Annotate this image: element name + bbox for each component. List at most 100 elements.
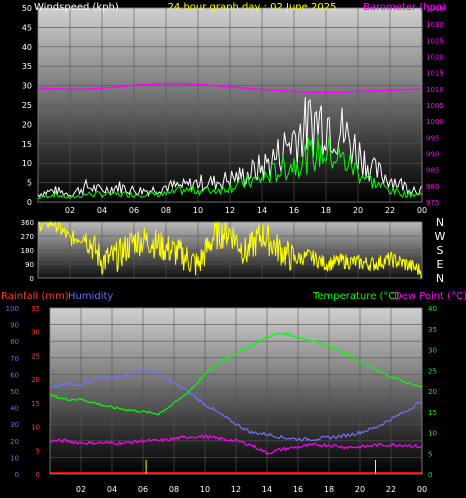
x-tick-label: 14 bbox=[262, 485, 272, 494]
direction-tick-label: 180 bbox=[21, 247, 34, 255]
barometer-tick-label: 1035 bbox=[426, 5, 444, 13]
rainfall-axis-title: Rainfall (mm) bbox=[1, 291, 69, 302]
x-tick-label: 10 bbox=[200, 485, 210, 494]
rainfall-tick-label: 0 bbox=[36, 471, 40, 479]
temperature-tick-label: 30 bbox=[428, 347, 437, 355]
temperature-axis-title: Temperature (°C) bbox=[312, 291, 399, 302]
x-tick-label: 16 bbox=[293, 485, 303, 494]
temperature-tick-label: 5 bbox=[428, 450, 432, 458]
x-tick-label: 10 bbox=[193, 206, 203, 215]
dewpoint-axis-title: Dew Point (°C) bbox=[394, 291, 466, 302]
x-tick-label: 14 bbox=[257, 206, 267, 215]
wind-tick-label: 25 bbox=[22, 101, 32, 110]
rainfall-tick-label: 5 bbox=[36, 447, 40, 455]
temperature-line bbox=[49, 331, 423, 416]
barometer-tick-label: 1015 bbox=[426, 70, 444, 78]
x-tick-label: 18 bbox=[321, 206, 331, 215]
compass-n-top: N bbox=[436, 216, 444, 229]
humidity-axis-title: Humidity bbox=[68, 291, 113, 302]
barometer-tick-label: 1020 bbox=[426, 54, 444, 62]
compass-w: W bbox=[435, 230, 446, 243]
barometer-tick-label: 1030 bbox=[426, 21, 444, 29]
x-tick-label: 20 bbox=[355, 485, 365, 494]
humidity-tick-label: 90 bbox=[10, 322, 19, 330]
axis-labels: 0510152025303540455097598098599099510001… bbox=[6, 4, 444, 494]
wind-tick-label: 30 bbox=[22, 82, 32, 91]
wind-tick-label: 5 bbox=[27, 179, 32, 188]
wind-direction-line bbox=[38, 220, 423, 280]
x-tick-label: 06 bbox=[138, 485, 148, 494]
barometer-tick-label: 985 bbox=[426, 167, 439, 175]
x-tick-label: 22 bbox=[386, 485, 396, 494]
x-tick-label: 06 bbox=[129, 206, 139, 215]
barometer-tick-label: 990 bbox=[426, 151, 439, 159]
x-tick-label: 00 bbox=[417, 206, 427, 215]
wind-tick-label: 40 bbox=[22, 43, 32, 52]
x-tick-label: 02 bbox=[65, 206, 75, 215]
wind-tick-label: 0 bbox=[27, 198, 32, 207]
temperature-tick-label: 15 bbox=[428, 409, 437, 417]
dew-point-line bbox=[49, 434, 423, 456]
x-tick-label: 08 bbox=[161, 206, 171, 215]
compass-s: S bbox=[437, 244, 444, 257]
humidity-tick-label: 80 bbox=[10, 338, 19, 346]
temperature-tick-label: 25 bbox=[428, 367, 437, 375]
wind-tick-label: 20 bbox=[22, 120, 32, 129]
barometer-tick-label: 1010 bbox=[426, 86, 444, 94]
wind-frame bbox=[37, 7, 423, 203]
temperature-tick-label: 0 bbox=[428, 471, 432, 479]
x-tick-label: 08 bbox=[169, 485, 179, 494]
temperature-frame bbox=[49, 307, 423, 475]
direction-frame bbox=[37, 221, 423, 279]
series-lines bbox=[37, 82, 423, 474]
humidity-tick-label: 10 bbox=[10, 454, 19, 462]
wind-tick-label: 35 bbox=[22, 62, 32, 71]
direction-tick-label: 90 bbox=[25, 261, 34, 269]
rainfall-tick-label: 15 bbox=[31, 400, 40, 408]
x-tick-label: 22 bbox=[385, 206, 395, 215]
direction-tick-label: 0 bbox=[30, 275, 34, 283]
barometer-line bbox=[37, 82, 423, 94]
barometer-axis-title: Barometer (hpa) bbox=[363, 2, 446, 13]
x-tick-label: 02 bbox=[76, 485, 86, 494]
direction-tick-label: 270 bbox=[21, 233, 34, 241]
barometer-tick-label: 995 bbox=[426, 134, 439, 142]
rainfall-tick-label: 35 bbox=[31, 305, 40, 313]
barometer-tick-label: 980 bbox=[426, 183, 439, 191]
rainfall-tick-label: 20 bbox=[31, 376, 40, 384]
wind-average-line bbox=[37, 135, 423, 200]
temperature-tick-label: 40 bbox=[428, 305, 437, 313]
humidity-tick-label: 60 bbox=[10, 371, 19, 379]
x-tick-label: 18 bbox=[324, 485, 334, 494]
humidity-tick-label: 30 bbox=[10, 421, 19, 429]
barometer-tick-label: 1005 bbox=[426, 102, 444, 110]
rainfall-tick-label: 10 bbox=[31, 424, 40, 432]
compass-n-bottom: N bbox=[436, 272, 444, 285]
temperature-tick-label: 20 bbox=[428, 388, 437, 396]
humidity-tick-label: 100 bbox=[6, 305, 19, 313]
rainfall-tick-label: 30 bbox=[31, 329, 40, 337]
barometer-tick-label: 975 bbox=[426, 199, 439, 207]
humidity-line bbox=[49, 367, 423, 442]
humidity-tick-label: 20 bbox=[10, 438, 19, 446]
wind-tick-label: 15 bbox=[22, 140, 32, 149]
compass-e: E bbox=[437, 258, 444, 271]
direction-tick-label: 360 bbox=[21, 219, 34, 227]
temperature-tick-label: 35 bbox=[428, 326, 437, 334]
grid-lines bbox=[38, 7, 423, 475]
x-tick-label: 12 bbox=[225, 206, 235, 215]
temperature-tick-label: 10 bbox=[428, 430, 437, 438]
wind-tick-label: 45 bbox=[22, 23, 32, 32]
barometer-tick-label: 1000 bbox=[426, 118, 444, 126]
x-tick-label: 04 bbox=[97, 206, 107, 215]
barometer-tick-label: 1025 bbox=[426, 37, 444, 45]
x-tick-label: 04 bbox=[107, 485, 117, 494]
x-tick-label: 20 bbox=[353, 206, 363, 215]
humidity-tick-label: 0 bbox=[15, 471, 19, 479]
wind-axis-title: Windspeed (kph) bbox=[34, 2, 119, 13]
x-tick-label: 12 bbox=[231, 485, 241, 494]
chart-title: 24 hour graph day : 02 June 2025 bbox=[168, 2, 337, 13]
humidity-tick-label: 70 bbox=[10, 355, 19, 363]
x-tick-label: 16 bbox=[289, 206, 299, 215]
